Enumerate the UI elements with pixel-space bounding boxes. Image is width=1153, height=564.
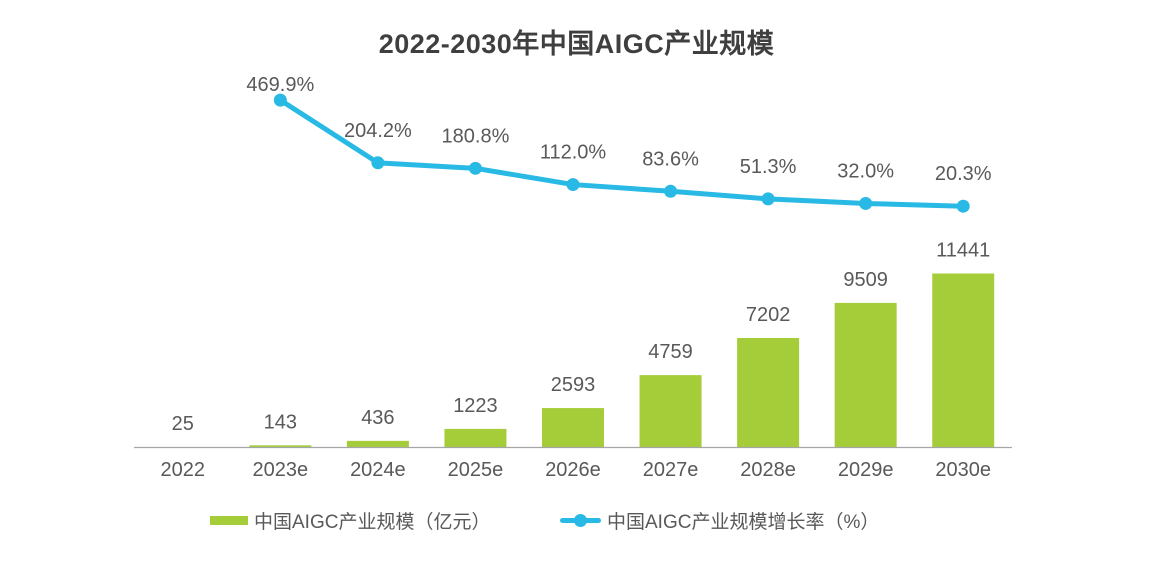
growth-rate-label-2027e: 83.6% [642, 148, 699, 170]
line-point-2024e [371, 156, 385, 170]
x-tick-label-2022: 2022 [161, 459, 206, 481]
legend-item-industry-scale: 中国AIGC产业规模（亿元） [210, 508, 491, 533]
growth-rate-label-2024e: 204.2% [344, 120, 412, 142]
line-point-2026e [566, 178, 580, 192]
bar-2023e [249, 445, 312, 448]
line-point-2029e [859, 196, 873, 210]
bar-2030e [932, 273, 995, 448]
bar-value-label-2030e: 11441 [936, 240, 990, 262]
bar-2027e [639, 375, 702, 448]
line-point-2028e [761, 192, 775, 206]
line-point-2023e [273, 93, 287, 107]
legend: 中国AIGC产业规模（亿元） 中国AIGC产业规模增长率（%） [0, 508, 1153, 533]
legend-item-growth-rate: 中国AIGC产业规模增长率（%） [560, 508, 880, 533]
x-tick-label-2030e: 2030e [935, 459, 991, 481]
bar-value-label-2027e: 4759 [648, 341, 693, 363]
bar-2029e [834, 302, 897, 448]
bar-value-label-2024e: 436 [361, 407, 394, 429]
line-point-2030e [956, 199, 970, 213]
growth-rate-label-2030e: 20.3% [935, 163, 992, 185]
growth-rate-line [277, 97, 966, 209]
growth-rate-label-2023e: 469.9% [246, 74, 314, 96]
growth-rate-label-2025e: 180.8% [442, 125, 510, 147]
growth-rate-label-2029e: 32.0% [837, 160, 894, 182]
bar-value-label-2025e: 1223 [453, 395, 498, 417]
x-tick-label-2027e: 2027e [643, 459, 699, 481]
chart-title: 2022-2030年中国AIGC产业规模 [378, 29, 775, 59]
growth-rate-label-2028e: 51.3% [740, 156, 797, 178]
x-tick-label-2024e: 2024e [350, 459, 406, 481]
bar-value-label-2026e: 2593 [551, 374, 596, 396]
x-tick-label-2025e: 2025e [448, 459, 504, 481]
bar-value-label-2028e: 7202 [746, 304, 791, 326]
bar-2024e [346, 440, 409, 448]
x-tick-label-2029e: 2029e [838, 459, 894, 481]
bar-2028e [737, 337, 800, 448]
x-tick-label-2026e: 2026e [545, 459, 601, 481]
bar-value-label-2022: 25 [172, 413, 194, 435]
line-point-2027e [664, 184, 678, 198]
bar-value-label-2029e: 9509 [843, 269, 888, 291]
growth-rate-label-2026e: 112.0% [540, 142, 607, 164]
line-series-marker-icon [560, 513, 601, 527]
line-point-2025e [468, 161, 482, 175]
x-tick-label-2023e: 2023e [253, 459, 309, 481]
bar-value-label-2023e: 143 [264, 411, 297, 433]
bar-series-swatch-icon [210, 515, 248, 525]
bar-2026e [542, 408, 604, 448]
legend-label-industry-scale: 中国AIGC产业规模（亿元） [254, 511, 491, 533]
legend-label-growth-rate: 中国AIGC产业规模增长率（%） [607, 511, 880, 533]
bar-2025e [444, 428, 507, 448]
x-tick-label-2028e: 2028e [740, 459, 796, 481]
